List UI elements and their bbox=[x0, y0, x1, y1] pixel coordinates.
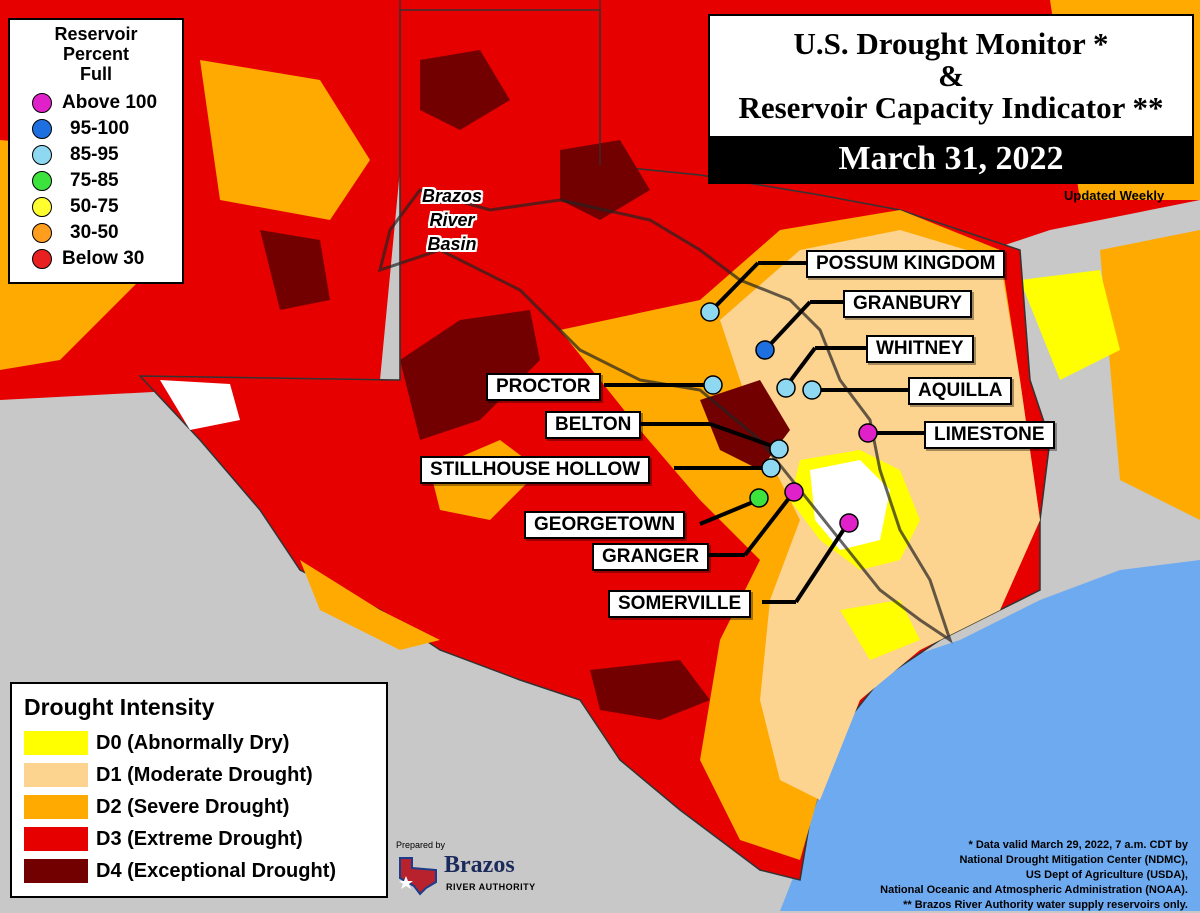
label-proctor: PROCTOR bbox=[486, 373, 601, 401]
marker-possum-kingdom bbox=[700, 302, 720, 322]
brazos-org-name: Brazos bbox=[444, 852, 515, 878]
title-line-3: Reservoir Capacity Indicator ** bbox=[738, 90, 1164, 125]
date-bar: March 31, 2022 bbox=[710, 136, 1192, 182]
reservoir-legend-item: 30-50 bbox=[10, 220, 182, 246]
drought-legend-item: D3 (Extreme Drought) bbox=[12, 823, 386, 855]
brazos-org-sub: RIVER AUTHORITY bbox=[446, 882, 536, 892]
reservoir-legend-item: 50-75 bbox=[10, 194, 182, 220]
marker-limestone bbox=[858, 423, 878, 443]
label-georgetown: GEORGETOWN bbox=[524, 511, 686, 539]
drought-legend-title: Drought Intensity bbox=[24, 694, 215, 720]
swatch-d3 bbox=[24, 827, 88, 851]
reservoir-legend-title: Reservoir Percent Full bbox=[54, 24, 138, 84]
label-somerville: SOMERVILLE bbox=[608, 590, 752, 618]
marker-whitney bbox=[776, 378, 796, 398]
marker-stillhouse-hollow bbox=[761, 458, 781, 478]
brazos-logo: Brazos RIVER AUTHORITY bbox=[396, 852, 536, 900]
marker-belton bbox=[769, 439, 789, 459]
reservoir-legend-item: 95-100 bbox=[10, 116, 182, 142]
label-limestone: LIMESTONE bbox=[924, 421, 1055, 449]
drought-legend: Drought Intensity D0 (Abnormally Dry) D1… bbox=[10, 682, 388, 898]
marker-aquilla bbox=[802, 380, 822, 400]
reservoir-legend-item: Above 100 bbox=[10, 90, 182, 116]
marker-granger bbox=[784, 482, 804, 502]
swatch-d0 bbox=[24, 731, 88, 755]
texas-star-icon bbox=[399, 857, 437, 896]
swatch-above-100 bbox=[32, 93, 52, 113]
swatch-30-50 bbox=[32, 223, 52, 243]
marker-proctor bbox=[703, 375, 723, 395]
label-aquilla: AQUILLA bbox=[908, 377, 1013, 405]
swatch-d4 bbox=[24, 859, 88, 883]
swatch-d2 bbox=[24, 795, 88, 819]
drought-legend-item: D0 (Abnormally Dry) bbox=[12, 727, 386, 759]
drought-legend-item: D2 (Severe Drought) bbox=[12, 791, 386, 823]
label-belton: BELTON bbox=[545, 411, 642, 439]
marker-georgetown bbox=[749, 488, 769, 508]
updated-weekly: Updated Weekly bbox=[1064, 188, 1165, 203]
swatch-below-30 bbox=[32, 249, 52, 269]
label-granger: GRANGER bbox=[592, 543, 710, 571]
label-stillhouse-hollow: STILLHOUSE HOLLOW bbox=[420, 456, 651, 484]
data-notes: * Data valid March 29, 2022, 7 a.m. CDT … bbox=[880, 839, 1188, 911]
swatch-50-75 bbox=[32, 197, 52, 217]
reservoir-legend-item: Below 30 bbox=[10, 246, 182, 272]
marker-somerville bbox=[839, 513, 859, 533]
reservoir-markers bbox=[700, 302, 878, 533]
swatch-85-95 bbox=[32, 145, 52, 165]
gulf-of-mexico bbox=[780, 560, 1200, 911]
prepared-by: Prepared by bbox=[396, 840, 446, 850]
drought-legend-item: D4 (Exceptional Drought) bbox=[12, 855, 386, 887]
title-line-1: U.S. Drought Monitor * bbox=[793, 26, 1109, 61]
marker-granbury bbox=[755, 340, 775, 360]
reservoir-legend-item: 75-85 bbox=[10, 168, 182, 194]
swatch-95-100 bbox=[32, 119, 52, 139]
label-granbury: GRANBURY bbox=[843, 290, 973, 318]
label-whitney: WHITNEY bbox=[866, 335, 974, 363]
reservoir-legend: Reservoir Percent Full Above 100 95-100 … bbox=[8, 18, 184, 284]
swatch-75-85 bbox=[32, 171, 52, 191]
label-possum-kingdom: POSSUM KINGDOM bbox=[806, 250, 1006, 278]
title-box: U.S. Drought Monitor * & Reservoir Capac… bbox=[708, 14, 1194, 184]
reservoir-legend-item: 85-95 bbox=[10, 142, 182, 168]
title-line-2: & bbox=[938, 58, 964, 93]
brazos-basin-label: Brazos River Basin bbox=[421, 186, 483, 254]
swatch-d1 bbox=[24, 763, 88, 787]
drought-legend-item: D1 (Moderate Drought) bbox=[12, 759, 386, 791]
